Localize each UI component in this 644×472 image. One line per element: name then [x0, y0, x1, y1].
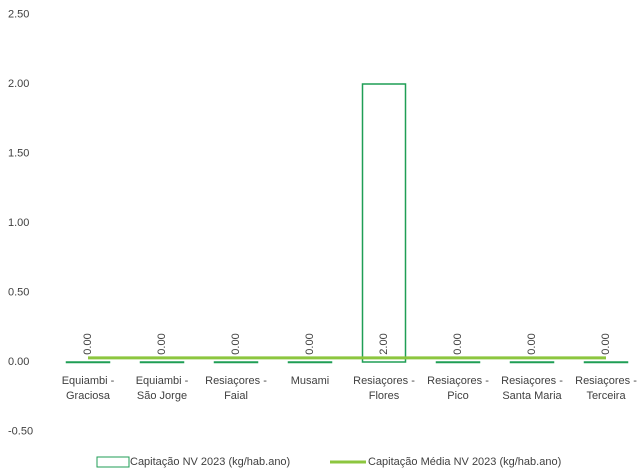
x-tick-label: Equiambi -Graciosa [62, 375, 115, 402]
x-tick-label: Resiaçores -Santa Maria [501, 375, 563, 402]
x-tick-label: Resiaçores -Flores [353, 375, 415, 402]
value-label: 2.00 [378, 333, 390, 354]
x-tick-label: Musami [291, 375, 330, 387]
bar [65, 361, 111, 364]
value-label: 0.00 [526, 333, 538, 354]
y-tick-label: 2.50 [8, 8, 29, 20]
bar [139, 361, 185, 364]
y-tick-label: 2.00 [8, 78, 29, 90]
value-label: 0.00 [230, 333, 242, 354]
x-tick-label: Resiaçores -Pico [427, 375, 489, 402]
value-label: 0.00 [600, 333, 612, 354]
legend-label: Capitação Média NV 2023 (kg/hab.ano) [368, 456, 561, 468]
y-tick-label: 1.00 [8, 217, 29, 229]
bar [435, 361, 481, 364]
bar [361, 83, 407, 363]
value-label: 0.00 [452, 333, 464, 354]
legend-swatch [96, 456, 130, 468]
value-label: 0.00 [304, 333, 316, 354]
bar [509, 361, 555, 364]
x-tick-label: Resiaçores -Faial [205, 375, 267, 402]
x-tick-label: Resiaçores -Terceira [575, 375, 637, 402]
y-tick-label: -0.50 [8, 425, 33, 437]
bar [287, 361, 333, 364]
y-tick-label: 0.00 [8, 356, 29, 368]
x-tick-label: Equiambi -São Jorge [136, 375, 189, 402]
bar [583, 361, 629, 364]
bar [213, 361, 259, 364]
value-label: 0.00 [156, 333, 168, 354]
legend-label: Capitação NV 2023 (kg/hab.ano) [130, 456, 290, 468]
y-tick-label: 0.50 [8, 286, 29, 298]
y-tick-label: 1.50 [8, 147, 29, 159]
value-label: 0.00 [82, 333, 94, 354]
